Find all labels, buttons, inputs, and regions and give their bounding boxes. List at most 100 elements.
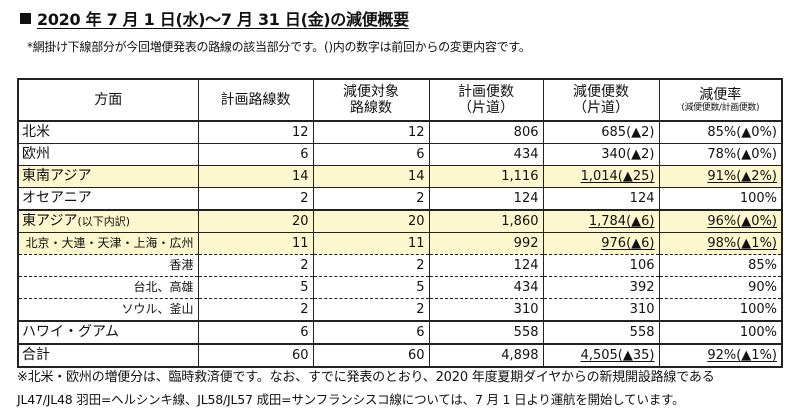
reduced-flights-value: 1,784(▲6) (588, 214, 655, 229)
planned-routes: 60 (198, 343, 314, 367)
title-text: 2020 年 7 月 1 日(水)～7 月 31 日(金)の減便概要 (37, 10, 409, 29)
row-name: 香港 (18, 254, 199, 277)
reduced-flights: 558 (543, 320, 660, 344)
table-header-row: 方面 計画路線数 減便対象 路線数 計画便数 （片道） 減便便数 （片道） 減便率 (減… (18, 79, 782, 122)
reduced-routes: 2 (313, 298, 430, 321)
row-name: 東南アジア (18, 165, 199, 188)
reduced-flights: 106 (543, 254, 660, 277)
planned-routes: 20 (198, 209, 314, 233)
subnote: *網掛け下線部分が今回増便発表の路線の該当部分です。()内の数字は前回からの変更… (27, 40, 531, 54)
row-name: オセアニア (18, 187, 199, 210)
row-name: 北米 (18, 120, 199, 144)
table-row-china: 北京・大連・天津・上海・広州 11 11 992 976(▲6) 98%(▲1%… (18, 232, 782, 255)
row-name: 東アジア(以下内訳) (18, 209, 199, 233)
table-row-taipei: 台北、高雄 5 5 434 392 90% (18, 276, 782, 299)
planned-routes: 6 (198, 320, 314, 344)
planned-flights: 124 (429, 254, 544, 277)
header-label: 計画路線数 (220, 92, 291, 108)
footnote-2: JL47/JL48 羽田=ヘルシンキ線、JL58/JL57 成田=サンフランシス… (17, 392, 685, 407)
reduction-rate-value: 98%(▲1%) (707, 236, 777, 251)
reduced-flights: 685(▲2) (543, 120, 660, 144)
reduced-flights: 392 (543, 276, 660, 299)
header-planned-flights: 計画便数 （片道） (429, 79, 544, 122)
reduced-routes: 2 (313, 254, 430, 277)
planned-flights: 310 (429, 298, 544, 321)
reduced-routes: 5 (313, 276, 430, 299)
table-row-oceania: オセアニア 2 2 124 124 100% (18, 187, 782, 210)
reduction-rate: 85% (659, 254, 782, 277)
planned-routes: 12 (198, 120, 314, 144)
row-name: 北京・大連・天津・上海・広州 (18, 232, 199, 255)
reduction-rate-value: 92%(▲1%) (707, 348, 777, 363)
flight-reduction-table: 方面 計画路線数 減便対象 路線数 計画便数 （片道） 減便便数 （片道） 減便率 (減… (17, 78, 783, 368)
row-name: 欧州 (18, 143, 199, 166)
header-sublabel: (減便便数/計画便数) (681, 102, 760, 113)
reduced-flights-value: 976(▲6) (601, 236, 655, 251)
header-reduction-rate: 減便率 (減便便数/計画便数) (659, 79, 782, 122)
planned-routes: 6 (198, 143, 314, 166)
header-label: 減便便数 (573, 84, 629, 100)
header-reduced-routes: 減便対象 路線数 (313, 79, 430, 122)
table-row-europe: 欧州 6 6 434 340(▲2) 78%(▲0%) (18, 143, 782, 166)
reduced-routes: 6 (313, 320, 430, 344)
header-planned-routes: 計画路線数 (198, 79, 314, 122)
reduction-rate: 96%(▲0%) (659, 209, 782, 233)
reduced-routes: 2 (313, 187, 430, 210)
reduced-routes: 20 (313, 209, 430, 233)
reduction-rate-value: 96%(▲0%) (707, 214, 777, 229)
reduced-flights: 124 (543, 187, 660, 210)
reduced-flights: 1,014(▲25) (543, 165, 660, 188)
planned-flights: 434 (429, 276, 544, 299)
reduced-routes: 60 (313, 343, 430, 367)
planned-routes: 2 (198, 254, 314, 277)
reduction-rate: 92%(▲1%) (659, 343, 782, 367)
planned-flights: 992 (429, 232, 544, 255)
header-label: 減便率 (699, 86, 742, 103)
table-row-southeast-asia: 東南アジア 14 14 1,116 1,014(▲25) 91%(▲2%) (18, 165, 782, 188)
table-row-east-asia: 東アジア(以下内訳) 20 20 1,860 1,784(▲6) 96%(▲0%… (18, 209, 782, 233)
reduced-routes: 11 (313, 232, 430, 255)
reduced-flights-value: 1,014(▲25) (580, 169, 655, 184)
planned-routes: 2 (198, 298, 314, 321)
planned-flights: 434 (429, 143, 544, 166)
footnote-1: ※北米・欧州の増便分は、臨時救済便です。なお、すでに発表のとおり、2020 年度… (17, 370, 715, 385)
reduction-rate-value: 91%(▲2%) (707, 169, 777, 184)
reduced-routes: 12 (313, 120, 430, 144)
row-name: 台北、高雄 (18, 276, 199, 299)
planned-routes: 5 (198, 276, 314, 299)
planned-flights: 124 (429, 187, 544, 210)
reduction-rate: 90% (659, 276, 782, 299)
planned-flights: 1,116 (429, 165, 544, 188)
reduction-rate: 91%(▲2%) (659, 165, 782, 188)
planned-flights: 1,860 (429, 209, 544, 233)
reduced-flights-value: 4,505(▲35) (580, 348, 655, 363)
planned-routes: 11 (198, 232, 314, 255)
reduced-flights: 4,505(▲35) (543, 343, 660, 367)
row-name-text: 東アジア (22, 213, 78, 229)
reduction-rate: 85%(▲0%) (659, 120, 782, 144)
header-label: 方面 (94, 92, 123, 108)
planned-flights: 4,898 (429, 343, 544, 367)
table-row-hong-kong: 香港 2 2 124 106 85% (18, 254, 782, 277)
header-label: 減便対象 (343, 84, 399, 100)
header-label-line2: （片道） (573, 100, 629, 116)
reduced-flights: 310 (543, 298, 660, 321)
reduced-routes: 14 (313, 165, 430, 188)
page-title: 2020 年 7 月 1 日(水)～7 月 31 日(金)の減便概要 (20, 6, 409, 30)
header-label-line2: （片道） (458, 100, 514, 116)
table-row-seoul: ソウル、釜山 2 2 310 310 100% (18, 298, 782, 321)
planned-flights: 558 (429, 320, 544, 344)
header-label: 計画便数 (458, 84, 514, 100)
reduced-flights: 1,784(▲6) (543, 209, 660, 233)
planned-routes: 14 (198, 165, 314, 188)
header-reduced-flights: 減便便数 （片道） (543, 79, 660, 122)
table-row-hawaii-guam: ハワイ・グアム 6 6 558 558 100% (18, 320, 782, 344)
planned-flights: 806 (429, 120, 544, 144)
header-label-line2: 路線数 (350, 100, 392, 116)
reduction-rate: 100% (659, 187, 782, 210)
table-row-total: 合計 60 60 4,898 4,505(▲35) 92%(▲1%) (18, 343, 782, 367)
row-name: ソウル、釜山 (18, 298, 199, 321)
row-name-note: (以下内訳) (77, 215, 131, 228)
planned-routes: 2 (198, 187, 314, 210)
reduction-rate: 98%(▲1%) (659, 232, 782, 255)
